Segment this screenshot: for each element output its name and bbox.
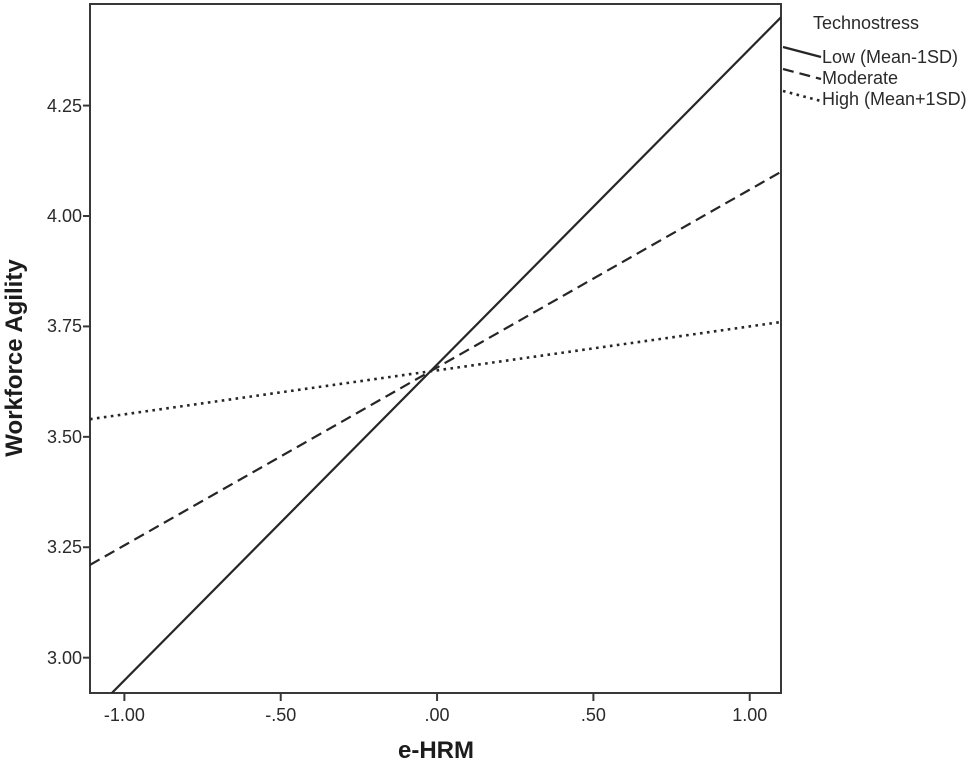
- x-tick-label-.00: .00: [424, 705, 450, 725]
- series-line-dashed: [90, 170, 781, 566]
- series-line-solid: [110, 16, 781, 693]
- y-tick-label-4.00: 4.00: [46, 206, 82, 226]
- y-tick-label-3.75: 3.75: [46, 316, 82, 337]
- x-tick-label--.50: -.50: [265, 705, 297, 725]
- x-tick-label-1.00: 1.00: [732, 705, 768, 725]
- legend-sample-dotted: [782, 89, 822, 103]
- plot-frame: [89, 3, 782, 694]
- legend-entry-high: High (Mean+1SD): [822, 89, 967, 109]
- legend-title: Technostress: [813, 13, 920, 33]
- legend-entry-low: Low (Mean-1SD): [822, 47, 959, 67]
- x-tick-label-.50: .50: [580, 705, 606, 725]
- y-tick-label-4.25: 4.25: [46, 95, 82, 116]
- series-line-dotted: [90, 320, 781, 421]
- x-tick-label--1.00: -1.00: [103, 705, 145, 725]
- y-tick-label-3.50: 3.50: [46, 426, 82, 447]
- legend-entry-moderate: Moderate: [822, 68, 899, 88]
- y-axis-title: Workforce Agility: [1, 259, 28, 457]
- x-axis-title: e-HRM: [398, 737, 474, 764]
- y-tick-label-3.00: 3.00: [46, 647, 82, 668]
- legend-sample-solid: [782, 45, 822, 59]
- legend-sample-dashed: [782, 67, 822, 81]
- y-tick-label-3.25: 3.25: [46, 537, 82, 558]
